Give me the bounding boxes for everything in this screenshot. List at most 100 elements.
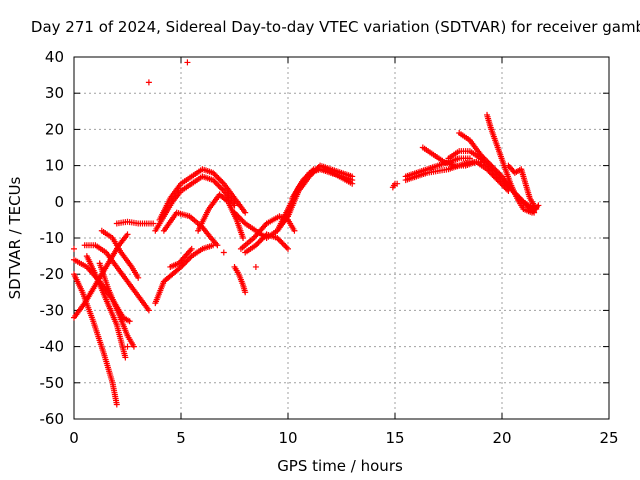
- data-point: [274, 235, 281, 241]
- data-point: [305, 171, 312, 178]
- series-arc12: [160, 209, 221, 249]
- data-point: [275, 236, 282, 243]
- data-point: [220, 249, 227, 256]
- data-point: [218, 177, 225, 184]
- data-point: [178, 263, 184, 270]
- data-point: [478, 153, 485, 160]
- data-point: [150, 220, 157, 227]
- data-point: [145, 307, 152, 314]
- data-point: [488, 162, 495, 169]
- y-tick-label: -50: [40, 374, 65, 392]
- data-point: [184, 257, 191, 264]
- data-point: [394, 180, 401, 187]
- data-point: [179, 262, 186, 269]
- series-arc18: [242, 231, 291, 256]
- data-point: [71, 245, 77, 252]
- series-arc6: [98, 227, 142, 281]
- y-axis-label: SDTVAR / TECUs: [6, 176, 24, 299]
- data-point: [122, 354, 129, 361]
- data-point: [301, 175, 308, 182]
- series-arc5: [83, 253, 129, 361]
- x-tick-label: 15: [385, 429, 404, 447]
- data-point: [240, 235, 247, 241]
- series-arc22: [389, 180, 401, 191]
- data-point: [278, 239, 285, 246]
- y-tick-label: -30: [40, 301, 65, 319]
- data-point: [182, 259, 189, 266]
- data-point: [212, 172, 219, 179]
- data-point: [260, 234, 267, 241]
- data-point: [481, 155, 488, 162]
- x-tick-label: 0: [69, 429, 79, 447]
- plot-frame: [73, 56, 610, 420]
- data-point: [477, 151, 484, 158]
- data-point: [239, 217, 246, 224]
- data-point: [232, 211, 239, 218]
- data-point: [349, 173, 356, 180]
- series-arc9: [152, 242, 217, 307]
- y-tick-labels: -60 -50 -40 -30 -20 -10 0 10 20 30 40: [40, 48, 65, 428]
- series-arc2: [71, 271, 120, 408]
- data-point: [242, 209, 249, 216]
- data-point: [214, 242, 221, 249]
- data-point: [285, 245, 291, 252]
- data-point: [214, 173, 221, 180]
- data-point: [124, 231, 131, 238]
- data-points: [71, 59, 542, 408]
- data-point: [279, 240, 286, 247]
- data-point: [130, 343, 137, 350]
- series-arc21: [289, 166, 356, 202]
- data-point: [231, 209, 238, 216]
- y-tick-label: 40: [45, 48, 64, 66]
- series-arc11: [156, 166, 249, 223]
- x-tick-labels: 0 5 10 15 20 25: [69, 429, 618, 447]
- data-point: [218, 185, 225, 192]
- data-point: [490, 165, 497, 172]
- data-point: [211, 171, 218, 178]
- chart-title: Day 271 of 2024, Sidereal Day-to-day VTE…: [31, 18, 640, 36]
- y-tick-label: -60: [40, 410, 65, 428]
- data-point: [186, 255, 193, 262]
- y-tick-label: -40: [40, 338, 65, 356]
- data-point: [187, 254, 194, 261]
- series-arc24: [402, 155, 473, 180]
- data-point: [252, 263, 259, 270]
- data-point: [235, 213, 242, 220]
- data-point: [216, 176, 223, 183]
- series-arc7: [96, 260, 137, 350]
- data-point: [126, 318, 133, 325]
- data-point: [494, 169, 501, 176]
- data-point: [282, 243, 289, 250]
- data-point: [236, 215, 243, 222]
- data-point: [211, 178, 218, 185]
- y-tick-label: 0: [54, 193, 64, 211]
- x-axis-label: GPS time / hours: [277, 457, 403, 475]
- data-point: [484, 158, 491, 165]
- y-tick-label: -20: [40, 265, 65, 283]
- data-point: [523, 201, 530, 208]
- x-tick-label: 20: [492, 429, 511, 447]
- data-point: [533, 206, 540, 213]
- x-tick-label: 10: [278, 429, 297, 447]
- data-point: [306, 170, 313, 177]
- y-tick-label: 30: [45, 84, 64, 102]
- data-point: [291, 227, 298, 234]
- data-point: [258, 236, 265, 243]
- data-point: [214, 181, 221, 188]
- x-tick-label: 25: [599, 429, 618, 447]
- data-point: [238, 216, 245, 223]
- data-point: [276, 237, 283, 244]
- data-point: [184, 59, 191, 66]
- series-arc15: [231, 263, 249, 296]
- data-point: [259, 235, 266, 242]
- data-point: [489, 163, 496, 170]
- data-point: [242, 289, 249, 296]
- series-arc4: [81, 242, 152, 314]
- data-point: [466, 155, 473, 162]
- x-tick-label: 5: [176, 429, 186, 447]
- data-point: [256, 238, 263, 245]
- series-arc10: [152, 173, 238, 234]
- series-outliers: [71, 59, 259, 350]
- data-point: [216, 183, 223, 190]
